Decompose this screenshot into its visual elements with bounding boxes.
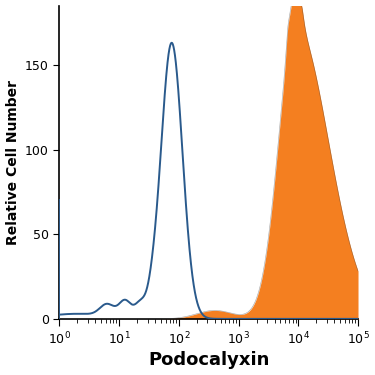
X-axis label: Podocalyxin: Podocalyxin <box>148 351 269 369</box>
Y-axis label: Relative Cell Number: Relative Cell Number <box>6 80 20 245</box>
